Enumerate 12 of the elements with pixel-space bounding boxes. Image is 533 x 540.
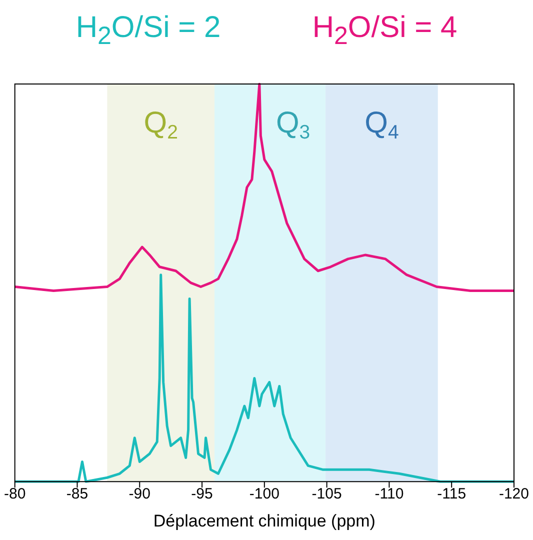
x-tick-label: -105	[312, 486, 342, 503]
x-tick-label: -85	[66, 486, 88, 503]
x-tick-label: -90	[128, 486, 150, 503]
x-tick-label: -95	[191, 486, 213, 503]
text: H$_{2}$O/Si = 2	[76, 11, 221, 51]
x-tick-label: -80	[4, 486, 26, 503]
x-axis-title: Déplacement chimique (ppm)	[153, 511, 376, 530]
x-tick-label: -100	[249, 486, 280, 503]
x-tick-label: -115	[437, 486, 466, 503]
text: H$_{2}$O/Si = 4	[312, 11, 458, 51]
x-tick-label: -120	[498, 486, 530, 503]
x-tick-label: -110	[374, 486, 404, 503]
